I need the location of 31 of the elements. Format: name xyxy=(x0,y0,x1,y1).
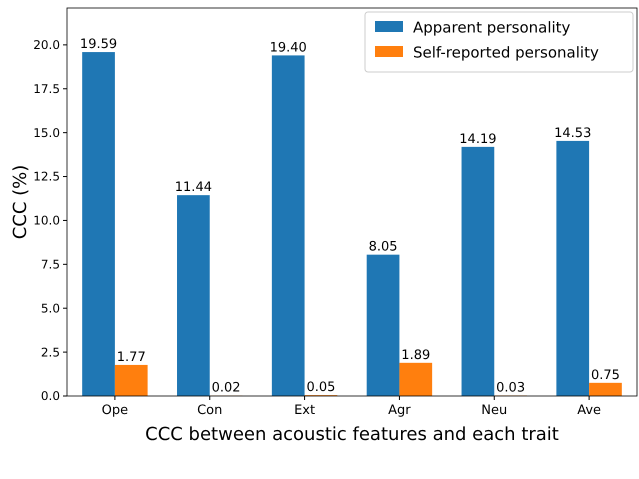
x-axis-title: CCC between acoustic features and each trait xyxy=(145,424,559,445)
y-tick-label: 15.0 xyxy=(33,126,60,140)
data-label: 1.77 xyxy=(116,350,146,365)
data-label: 1.89 xyxy=(401,348,430,363)
x-tick-label: Ope xyxy=(102,403,128,418)
y-tick-label: 10.0 xyxy=(33,214,60,228)
data-label: 0.02 xyxy=(212,380,241,396)
y-tick-label: 5.0 xyxy=(40,301,60,316)
data-label: 0.75 xyxy=(590,368,620,383)
data-label: 19.40 xyxy=(270,40,307,56)
y-tick-label: 12.5 xyxy=(33,170,60,184)
data-label: 8.05 xyxy=(368,240,398,255)
data-label: 14.19 xyxy=(459,132,497,147)
y-axis-title: CCC (%) xyxy=(10,164,31,240)
data-label: 11.44 xyxy=(174,180,212,196)
data-label: 14.53 xyxy=(554,126,592,141)
x-tick-label: Ave xyxy=(577,403,602,418)
y-tick-label: 7.5 xyxy=(40,258,60,272)
y-tick-label: 2.5 xyxy=(40,345,60,360)
data-label: 0.05 xyxy=(306,380,336,396)
legend-label: Apparent personality xyxy=(413,18,571,36)
y-tick-label: 17.5 xyxy=(33,82,60,96)
x-tick-label: Neu xyxy=(481,403,508,418)
x-tick-label: Agr xyxy=(388,403,412,418)
x-tick-label: Ext xyxy=(294,403,316,418)
y-tick-label: 0.0 xyxy=(40,389,60,404)
y-tick-label: 20.0 xyxy=(33,38,60,52)
legend-label: Self-reported personality xyxy=(413,43,599,62)
data-label: 19.59 xyxy=(80,37,118,52)
data-label: 0.03 xyxy=(496,380,526,396)
x-tick-label: Con xyxy=(197,403,222,418)
